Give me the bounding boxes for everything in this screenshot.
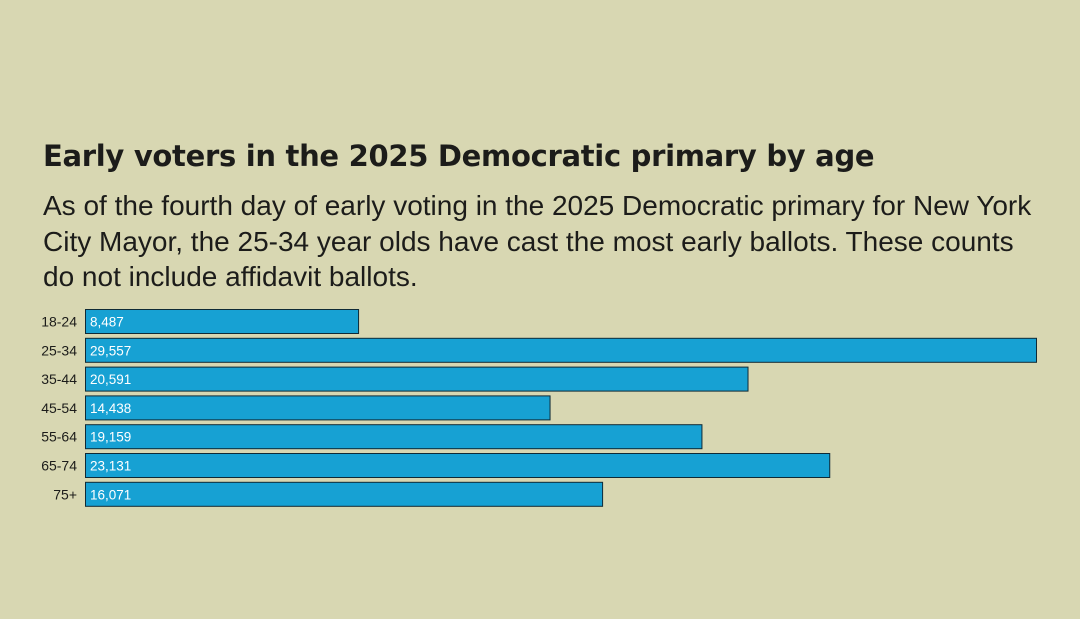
- bar: [85, 309, 360, 334]
- category-label: 75+: [53, 486, 77, 502]
- value-label: 16,071: [90, 487, 131, 502]
- bar: [85, 366, 749, 392]
- value-label: 14,438: [90, 401, 131, 416]
- chart-title: Early voters in the 2025 Democratic prim…: [43, 139, 875, 173]
- category-label: 65-74: [41, 458, 77, 474]
- chart-subtitle: As of the fourth day of early voting in …: [43, 190, 1032, 292]
- category-label: 18-24: [41, 314, 77, 330]
- bar: [85, 424, 703, 450]
- bar: [85, 395, 551, 421]
- value-label: 23,131: [90, 459, 131, 474]
- category-label: 45-54: [41, 400, 77, 416]
- bar: [85, 453, 831, 478]
- value-label: 8,487: [90, 315, 124, 330]
- category-label: 55-64: [41, 429, 77, 445]
- value-label: 19,159: [90, 430, 131, 445]
- category-label: 35-44: [41, 371, 77, 387]
- bar: [85, 337, 1037, 363]
- value-label: 29,557: [90, 343, 131, 358]
- bar: [85, 481, 604, 507]
- value-label: 20,591: [90, 372, 131, 387]
- category-label: 25-34: [41, 342, 77, 358]
- bar-chart: 18-24 8,487 25-34 29,557 35-44 20,591 45-54 14,…: [41, 309, 1037, 507]
